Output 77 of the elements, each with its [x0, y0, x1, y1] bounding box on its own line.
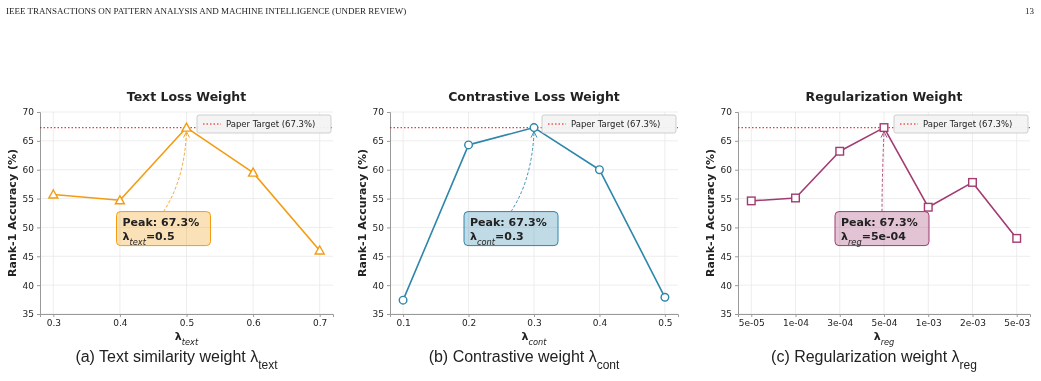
ref-line-label: Paper Target (67.3%) [226, 119, 316, 129]
y-tick-label: 35 [22, 309, 34, 320]
point [594, 165, 604, 175]
chart-title: Contrastive Loss Weight [448, 89, 620, 104]
x-tick-label: 0.3 [46, 318, 61, 329]
y-tick-label: 70 [720, 107, 733, 118]
x-axis-title: λ$_{text}$ [174, 330, 199, 347]
point [660, 292, 670, 302]
point [181, 122, 192, 132]
chart-title: Text Loss Weight [126, 89, 247, 104]
ref-line-label: Paper Target (67.3%) [923, 119, 1013, 129]
x-tick-label: 5e-03 [1004, 318, 1031, 329]
y-tick-label: 70 [372, 107, 385, 118]
point [746, 196, 756, 206]
x-tick-label: 0.4 [113, 318, 128, 329]
text: (b) Contrastive weight λ$_{cont}$ [428, 348, 621, 372]
x-tick-label: 0.7 [313, 318, 328, 329]
point [1012, 233, 1022, 243]
point [835, 146, 845, 156]
y-tick-label: 65 [720, 136, 732, 147]
point [967, 177, 977, 187]
text: 13 [1025, 6, 1035, 16]
y-tick-label: 65 [372, 136, 384, 147]
y-tick-label: 35 [720, 309, 732, 320]
y-tick-label: 35 [372, 309, 384, 320]
point [314, 245, 325, 255]
y-tick-label: 60 [372, 165, 385, 176]
x-tick-label: 1e-04 [783, 318, 810, 329]
y-tick-label: 40 [720, 280, 733, 291]
point [247, 167, 259, 177]
text: IEEE TRANSACTIONS ON PATTERN ANALYSIS AND MACHINE INTELLIGENCE (UNDER REVIEW) [6, 6, 407, 16]
y-tick-label: 50 [22, 222, 35, 233]
y-axis-title: Rank-1 Accuracy (%) [6, 149, 19, 277]
y-axis-title: Rank-1 Accuracy (%) [356, 149, 369, 277]
y-tick-label: 55 [720, 193, 732, 204]
point [114, 195, 126, 205]
text: (c) Regularization weight λ$_{reg}$ [771, 348, 977, 372]
y-tick-label: 70 [22, 107, 35, 118]
annotation: Peak: 67.3% λ$_{cont}$=0.3 [470, 215, 547, 247]
x-tick-label: 0.1 [396, 318, 411, 329]
y-tick-label: 45 [372, 251, 384, 262]
y-tick-label: 65 [22, 136, 34, 147]
point [791, 193, 801, 203]
ref-line-label: Paper Target (67.3%) [571, 119, 661, 129]
point [923, 202, 933, 212]
x-tick-label: 5e-04 [871, 318, 898, 329]
point [529, 123, 539, 133]
x-axis-title: λ$_{reg}$ [873, 330, 895, 347]
y-tick-label: 40 [372, 280, 385, 291]
y-tick-label: 60 [720, 165, 733, 176]
y-tick-label: 50 [720, 222, 733, 233]
y-tick-label: 50 [372, 222, 385, 233]
x-tick-label: 0.5 [179, 318, 195, 329]
y-tick-label: 60 [22, 165, 35, 176]
x-tick-label: 5e-05 [738, 318, 765, 329]
point [464, 140, 474, 150]
y-tick-label: 45 [22, 251, 34, 262]
x-tick-label: 0.4 [592, 318, 608, 329]
point [398, 295, 408, 305]
text: (a) Text similarity weight λ$_{text}$ [75, 348, 279, 372]
y-tick-label: 55 [372, 193, 384, 204]
annotation: Peak: 67.3% λ$_{text}$=0.5 [122, 215, 200, 247]
y-tick-label: 55 [22, 193, 34, 204]
x-tick-label: 1e-03 [915, 318, 942, 329]
x-tick-label: 0.2 [461, 318, 477, 329]
y-axis-title: Rank-1 Accuracy (%) [704, 149, 717, 277]
chart-title: Regularization Weight [805, 89, 963, 104]
x-tick-label: 0.5 [658, 318, 673, 329]
y-tick-label: 45 [720, 251, 732, 262]
annotation: Peak: 67.3% λ$_{reg}$=5e-04 [841, 215, 918, 247]
x-axis-title: λ$_{cont}$ [521, 330, 548, 347]
x-tick-label: 0.6 [246, 318, 262, 329]
y-tick-label: 40 [22, 280, 35, 291]
x-tick-label: 2e-03 [960, 318, 986, 329]
point [48, 189, 59, 199]
x-tick-label: 0.3 [527, 318, 542, 329]
x-tick-label: 3e-04 [827, 318, 854, 329]
